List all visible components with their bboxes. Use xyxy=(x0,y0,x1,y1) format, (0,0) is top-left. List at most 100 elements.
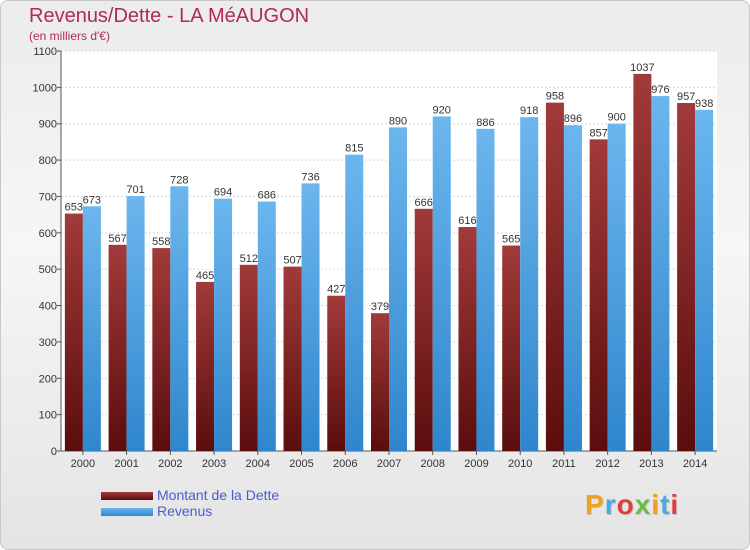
y-tick-label: 500 xyxy=(39,264,57,276)
bar-revenus-2003 xyxy=(214,198,233,451)
bar-revenus-2012 xyxy=(607,123,626,452)
data-label-revenus-2005: 736 xyxy=(301,171,319,183)
bar-dette-2000 xyxy=(64,213,83,451)
data-label-dette-2007: 379 xyxy=(371,301,389,313)
data-label-dette-2004: 512 xyxy=(240,253,258,265)
bar-revenus-2008 xyxy=(432,116,451,452)
bar-revenus-2009 xyxy=(476,128,495,451)
data-label-dette-2000: 653 xyxy=(65,202,83,214)
x-tick-label-2012: 2012 xyxy=(595,458,619,470)
logo-letter: o xyxy=(616,489,635,520)
legend-swatch-dette xyxy=(101,492,153,500)
y-tick-label: 900 xyxy=(39,119,57,131)
x-tick-label-2008: 2008 xyxy=(420,458,444,470)
bar-dette-2001 xyxy=(108,244,127,451)
y-tick-label: 1100 xyxy=(33,46,57,58)
data-label-revenus-2008: 920 xyxy=(433,104,451,116)
x-tick-label-2013: 2013 xyxy=(639,458,663,470)
logo-letter: r xyxy=(604,489,617,520)
data-label-revenus-2001: 701 xyxy=(126,184,144,196)
chart-subtitle: (en milliers d'€) xyxy=(29,29,110,43)
y-tick-label: 100 xyxy=(39,410,57,422)
logo-letter: P xyxy=(585,489,605,520)
bar-dette-2002 xyxy=(152,248,171,451)
x-tick-label-2000: 2000 xyxy=(71,458,95,470)
data-label-dette-2014: 957 xyxy=(677,91,695,103)
y-tick-label: 400 xyxy=(39,301,57,313)
x-tick-label-2006: 2006 xyxy=(333,458,357,470)
bar-dette-2004 xyxy=(239,264,258,451)
y-tick-label: 200 xyxy=(39,373,57,385)
bar-dette-2003 xyxy=(196,281,215,451)
bar-dette-2012 xyxy=(589,139,608,451)
x-tick-label-2005: 2005 xyxy=(289,458,313,470)
bar-dette-2009 xyxy=(458,227,477,451)
bar-revenus-2014 xyxy=(695,109,714,451)
x-tick-label-2004: 2004 xyxy=(246,458,270,470)
y-tick-label: 700 xyxy=(39,191,57,203)
y-tick-label: 300 xyxy=(39,337,57,349)
data-label-revenus-2012: 900 xyxy=(607,112,625,124)
proxiti-logo: Proxiti xyxy=(585,489,679,521)
bar-dette-2010 xyxy=(502,245,521,451)
data-label-revenus-2009: 886 xyxy=(476,117,494,129)
logo-letter: t xyxy=(660,489,671,520)
data-label-revenus-2007: 890 xyxy=(389,115,407,127)
data-label-revenus-2011: 896 xyxy=(564,113,582,125)
bar-revenus-2010 xyxy=(520,117,539,451)
bar-dette-2011 xyxy=(545,102,564,452)
data-label-revenus-2014: 938 xyxy=(695,98,713,110)
data-label-revenus-2000: 673 xyxy=(83,194,101,206)
bar-revenus-2005 xyxy=(301,183,320,451)
bar-revenus-2007 xyxy=(389,127,407,451)
data-label-dette-2002: 558 xyxy=(152,236,170,248)
legend-swatch-revenus xyxy=(101,508,153,516)
data-label-dette-2010: 565 xyxy=(502,234,520,246)
chart-title: Revenus/Dette - LA MéAUGON xyxy=(29,5,310,27)
data-label-dette-2001: 567 xyxy=(108,233,126,245)
data-label-dette-2005: 507 xyxy=(283,255,301,267)
bar-revenus-2004 xyxy=(257,201,276,451)
logo-letter: i xyxy=(651,489,661,520)
bar-dette-2008 xyxy=(414,208,433,451)
x-tick-label-2007: 2007 xyxy=(377,458,401,470)
data-label-revenus-2003: 694 xyxy=(214,187,232,199)
y-tick-label: 1000 xyxy=(33,82,57,94)
logo-letter: i xyxy=(670,489,680,520)
x-tick-label-2002: 2002 xyxy=(158,458,182,470)
legend-label-revenus: Revenus xyxy=(157,503,213,519)
bar-revenus-2011 xyxy=(563,125,582,451)
bar-revenus-2002 xyxy=(170,186,189,452)
data-label-dette-2011: 958 xyxy=(546,91,564,103)
y-tick-label: 600 xyxy=(39,228,57,240)
data-label-dette-2013: 1037 xyxy=(630,62,654,74)
x-tick-label-2010: 2010 xyxy=(508,458,532,470)
bar-dette-2005 xyxy=(283,266,302,451)
data-label-revenus-2010: 918 xyxy=(520,105,538,117)
data-label-revenus-2002: 728 xyxy=(170,174,188,186)
data-label-dette-2003: 465 xyxy=(196,270,214,282)
x-tick-label-2011: 2011 xyxy=(552,458,576,470)
data-label-dette-2012: 857 xyxy=(589,127,607,139)
data-label-revenus-2013: 976 xyxy=(651,84,669,96)
x-tick-label-2001: 2001 xyxy=(114,458,138,470)
data-label-dette-2009: 616 xyxy=(458,215,476,227)
y-tick-label: 800 xyxy=(39,155,57,167)
legend-label-dette: Montant de la Dette xyxy=(157,487,280,503)
bar-revenus-2000 xyxy=(82,206,101,451)
bar-dette-2014 xyxy=(677,103,696,451)
y-tick-label: 0 xyxy=(51,446,57,458)
logo-letter: x xyxy=(634,489,652,520)
x-tick-label-2003: 2003 xyxy=(202,458,226,470)
x-tick-label-2009: 2009 xyxy=(464,458,488,470)
x-tick-label-2014: 2014 xyxy=(683,458,707,470)
bar-dette-2006 xyxy=(327,295,346,451)
data-label-dette-2008: 666 xyxy=(415,197,433,209)
bar-dette-2013 xyxy=(633,73,652,451)
bar-revenus-2001 xyxy=(126,196,145,451)
bar-dette-2007 xyxy=(371,313,389,451)
data-label-revenus-2004: 686 xyxy=(258,190,276,202)
data-label-revenus-2006: 815 xyxy=(345,143,363,155)
